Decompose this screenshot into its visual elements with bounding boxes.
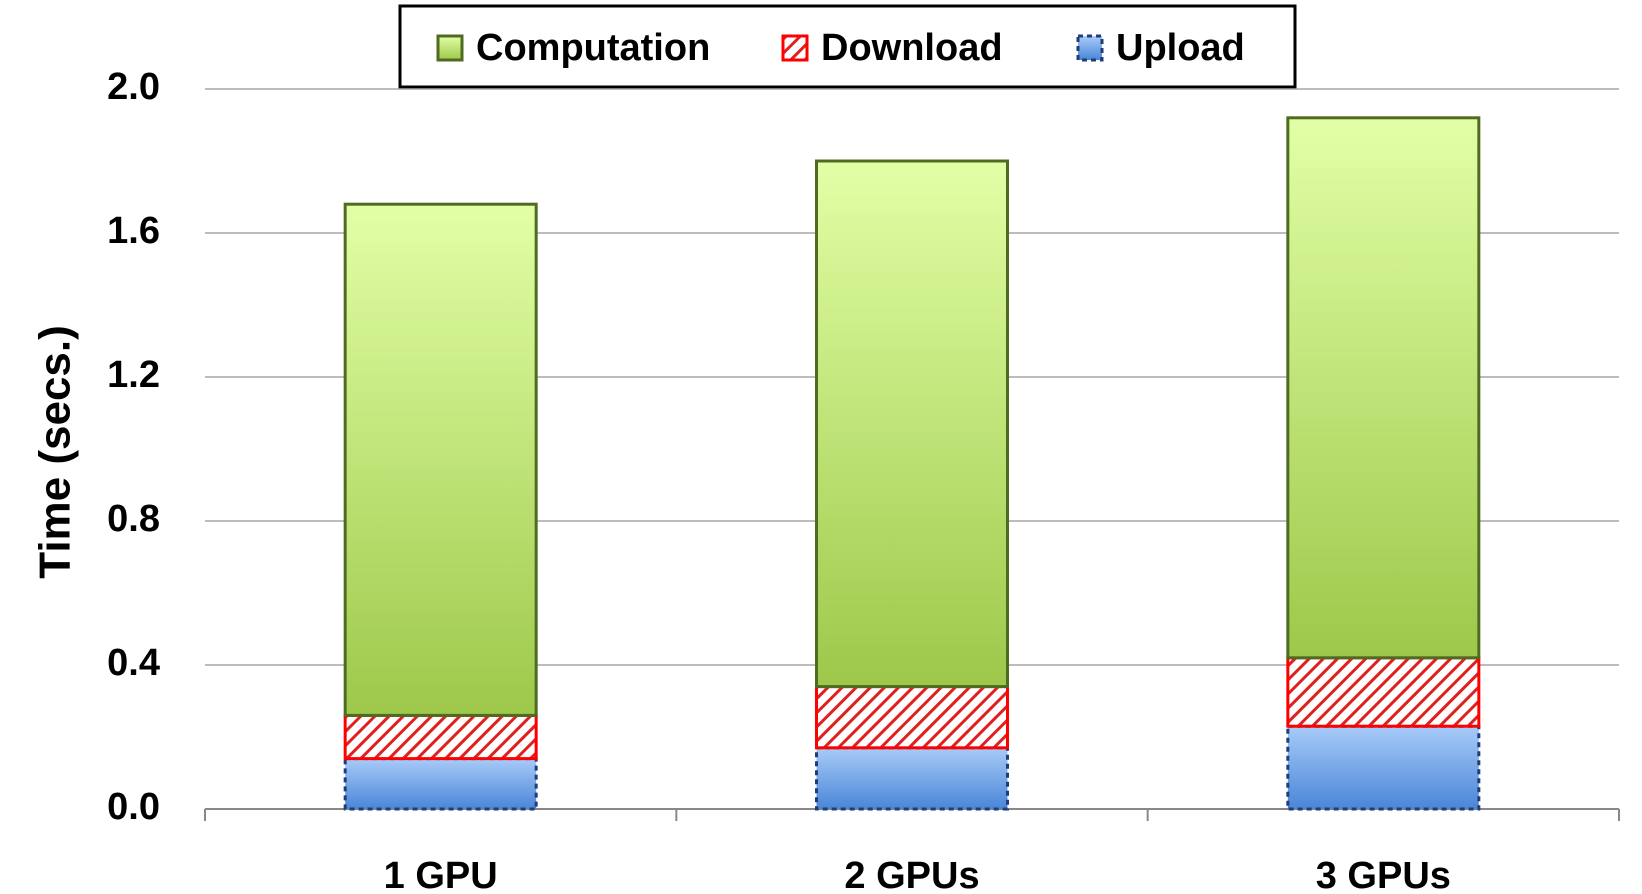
y-tick-label: 0.0 xyxy=(107,786,160,828)
x-tick-label: 1 GPU xyxy=(384,855,498,894)
bar-segment xyxy=(343,713,538,761)
bar-segment xyxy=(343,202,538,717)
legend-swatch xyxy=(781,34,809,62)
x-tick-label: 3 GPUs xyxy=(1316,855,1451,894)
bar-segment xyxy=(1286,116,1481,660)
y-axis-title: Time (secs.) xyxy=(31,325,80,579)
bar-segment xyxy=(1286,724,1481,811)
x-tick-label: 2 GPUs xyxy=(844,855,979,894)
y-tick-label: 1.2 xyxy=(107,354,160,396)
y-tick-label: 1.6 xyxy=(107,210,160,252)
bar-segment xyxy=(343,757,538,811)
legend-label: Download xyxy=(821,27,1003,69)
y-tick-label: 0.4 xyxy=(107,642,160,684)
bar-segment xyxy=(815,746,1009,811)
legend-swatch xyxy=(436,34,464,62)
legend-box xyxy=(398,4,1297,89)
bar-segment xyxy=(815,685,1009,750)
y-tick-label: 0.8 xyxy=(107,498,160,540)
bar-segment xyxy=(1286,656,1481,728)
y-tick-label: 2.0 xyxy=(107,66,160,108)
legend-label: Computation xyxy=(476,27,710,69)
bar-segment xyxy=(815,159,1009,689)
legend-swatch xyxy=(1076,34,1104,62)
legend-label: Upload xyxy=(1116,27,1245,69)
